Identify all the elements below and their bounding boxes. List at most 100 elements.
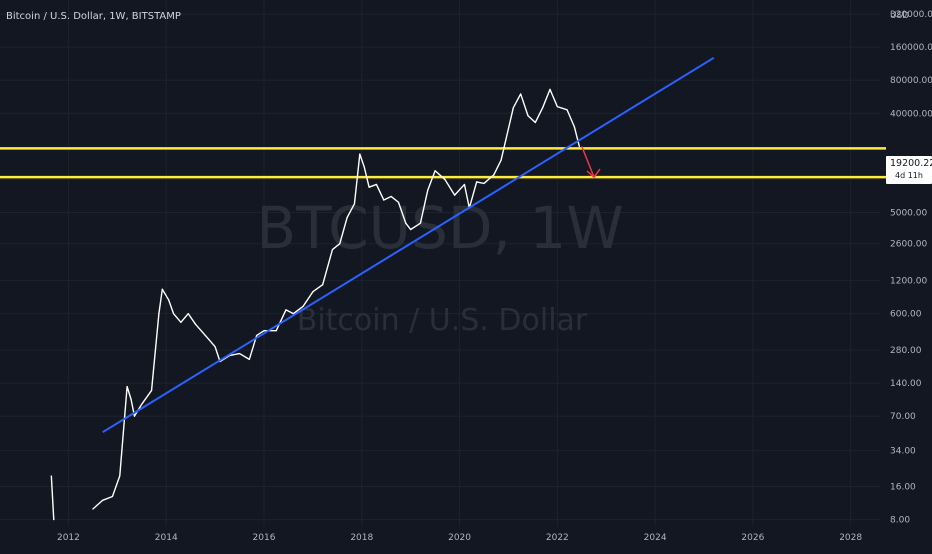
price-point xyxy=(158,313,160,315)
price-point xyxy=(483,182,485,185)
price-tick-label: 140.00 xyxy=(890,379,922,389)
price-point xyxy=(454,194,456,196)
price-point xyxy=(375,183,378,186)
price-point xyxy=(50,475,52,477)
price-point xyxy=(542,107,544,109)
price-point xyxy=(180,321,182,323)
price-point xyxy=(549,88,551,91)
price-point xyxy=(161,288,163,290)
price-tick-label: 40000.00 xyxy=(890,109,932,119)
price-point xyxy=(312,291,314,293)
price-point xyxy=(507,128,510,130)
price-tick-label: 16.00 xyxy=(890,483,916,493)
time-axis[interactable]: 2012 2014 2016 2018 2020 2022 2024 2026 2028 xyxy=(57,533,862,543)
price-tick-label: 34.00 xyxy=(890,447,916,457)
time-tick-label: 2016 xyxy=(253,533,276,543)
time-tick-label: 2022 xyxy=(546,533,569,543)
price-point xyxy=(527,115,529,117)
price-point xyxy=(263,330,265,332)
price-point xyxy=(339,243,341,245)
price-point xyxy=(248,358,250,360)
price-point xyxy=(92,508,94,510)
price-point xyxy=(172,313,175,315)
price-point xyxy=(556,106,558,108)
price-tick-label: 280.00 xyxy=(890,346,922,356)
time-tick-label: 2024 xyxy=(644,533,667,543)
price-point xyxy=(194,323,197,325)
price-point xyxy=(397,201,400,203)
price-axis-unit: USD xyxy=(890,11,909,21)
price-point xyxy=(285,309,287,311)
price-point xyxy=(368,186,370,188)
price-point xyxy=(427,189,429,191)
price-point xyxy=(573,126,576,128)
time-tick-label: 2014 xyxy=(155,533,178,543)
price-point xyxy=(150,389,153,392)
last-price-label: 19200.22 4d 11h xyxy=(886,156,932,184)
price-point xyxy=(256,334,258,337)
price-point xyxy=(187,313,189,315)
price-tick-label: 2600.00 xyxy=(890,240,927,250)
price-point xyxy=(566,109,568,111)
trendline[interactable] xyxy=(102,56,715,434)
price-tick-label: 70.00 xyxy=(890,412,916,422)
time-tick-label: 2012 xyxy=(57,533,80,543)
price-point xyxy=(275,330,277,332)
price-point xyxy=(383,199,385,201)
grid xyxy=(0,0,880,526)
watermark-name: Bitcoin / U.S. Dollar xyxy=(297,303,588,338)
price-tick-label: 80000.00 xyxy=(890,76,932,86)
price-point xyxy=(493,174,495,176)
price-tick-label: 8.00 xyxy=(890,516,910,526)
time-tick-label: 2028 xyxy=(839,533,862,543)
arrow-shaft[interactable] xyxy=(581,146,595,178)
price-point xyxy=(214,346,216,348)
price-point xyxy=(359,153,361,155)
price-point xyxy=(463,183,466,186)
price-point xyxy=(578,145,580,147)
price-point xyxy=(238,352,241,355)
price-tick-label: 1200.00 xyxy=(890,277,927,287)
price-point xyxy=(292,313,294,315)
price-point xyxy=(130,398,132,400)
price-point xyxy=(322,284,324,286)
price-point xyxy=(133,415,136,417)
series-layer xyxy=(50,56,715,521)
price-tick-label: 320000.00 xyxy=(890,10,932,20)
price-tick-label: 5000.00 xyxy=(890,209,927,219)
arrow-annotation[interactable] xyxy=(581,146,601,179)
time-tick-label: 2020 xyxy=(448,533,471,543)
price-point xyxy=(390,195,392,198)
watermark-symbol: BTCUSD, 1W xyxy=(256,194,623,262)
price-point xyxy=(520,93,522,95)
price-point xyxy=(410,228,412,231)
price-point xyxy=(102,499,104,501)
arrow-head[interactable] xyxy=(586,168,601,179)
price-point xyxy=(363,166,365,168)
price-point xyxy=(302,305,304,307)
price-point xyxy=(512,107,514,109)
price-point xyxy=(500,159,502,161)
price-point xyxy=(111,495,114,498)
price-point xyxy=(126,386,128,388)
price-point xyxy=(444,178,446,181)
price-point xyxy=(331,248,334,251)
price-point xyxy=(119,475,121,477)
price-point xyxy=(168,299,170,301)
price-point xyxy=(53,519,55,521)
time-tick-label: 2018 xyxy=(350,533,373,543)
price-point xyxy=(204,334,206,337)
chart-title: Bitcoin / U.S. Dollar, 1W, BITSTAMP xyxy=(6,11,181,22)
price-point xyxy=(141,403,143,405)
price-axis[interactable]: USD 320000.00160000.0080000.0040000.0010… xyxy=(890,10,932,526)
price-point xyxy=(346,216,348,219)
bar-countdown: 4d 11h xyxy=(895,171,923,180)
price-line-segment xyxy=(50,475,55,520)
price-point xyxy=(405,222,407,224)
price-point xyxy=(419,222,422,224)
price-point xyxy=(476,181,478,183)
price-tick-label: 600.00 xyxy=(890,310,922,320)
price-point xyxy=(353,203,356,205)
